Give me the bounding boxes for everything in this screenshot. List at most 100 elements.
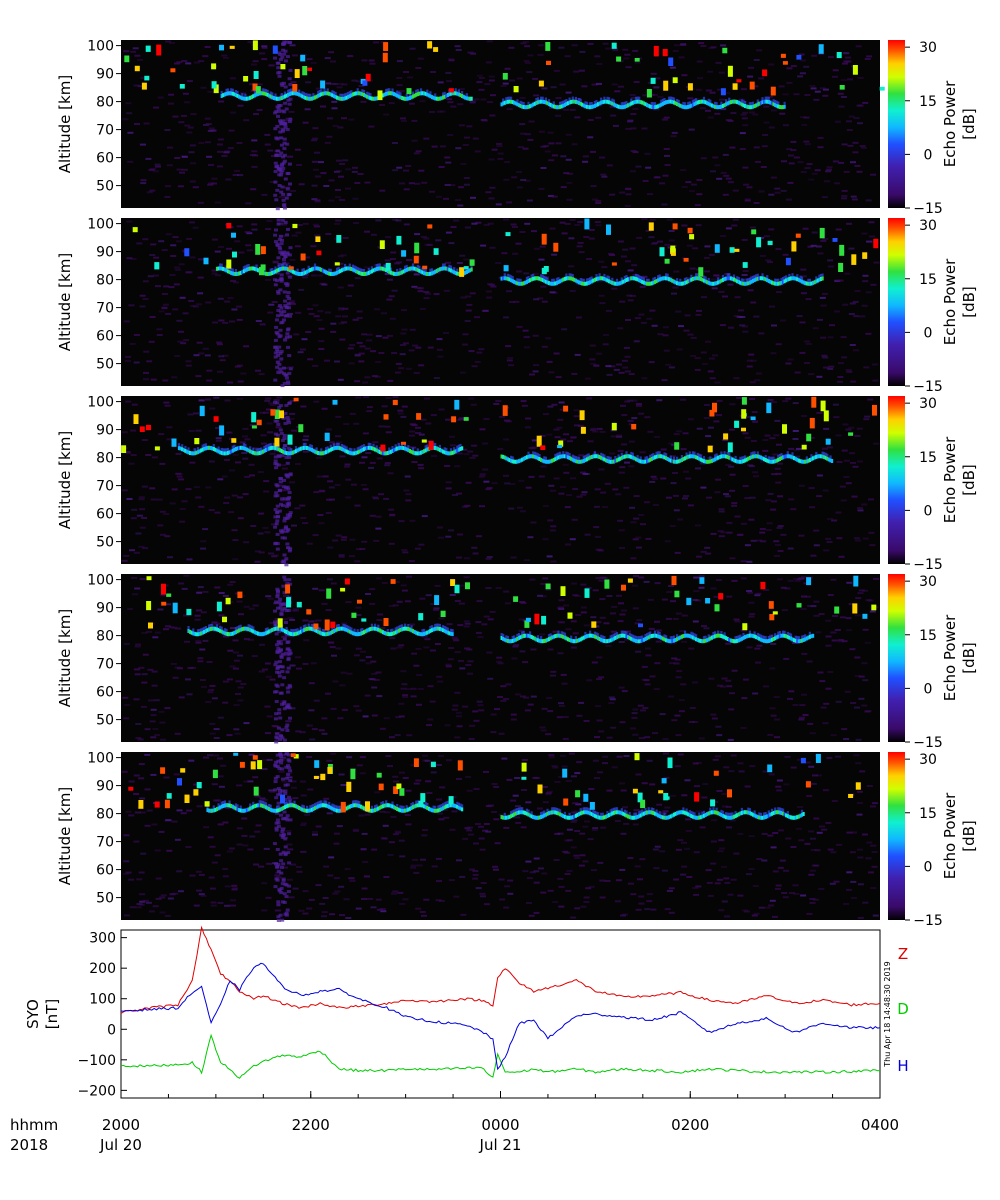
noise-cell: [743, 183, 750, 186]
noise-cell: [665, 363, 672, 366]
noise-cell: [625, 188, 632, 191]
noise-cell: [347, 55, 354, 58]
noise-cell: [198, 258, 204, 261]
noise-cell: [591, 83, 598, 86]
echo-layer-cell: [812, 456, 815, 461]
noise-cell: [163, 628, 169, 631]
noise-cell: [659, 713, 666, 716]
noise-cell: [570, 436, 577, 439]
noise-cell: [524, 346, 530, 349]
noise-cell: [279, 143, 284, 147]
noise-cell: [734, 620, 741, 623]
echo-layer-cell: [503, 455, 506, 460]
noise-cell: [226, 431, 233, 434]
noise-cell: [201, 685, 207, 688]
noise-cell: [232, 639, 239, 642]
noise-cell: [729, 489, 736, 492]
noise-cell: [489, 114, 496, 117]
noise-cell: [429, 700, 436, 703]
noise-cell: [264, 662, 271, 665]
echo-layer-cell: [326, 88, 329, 92]
noise-cell: [531, 230, 537, 233]
noise-cell: [305, 331, 312, 333]
echo-layer-cell: [442, 92, 445, 96]
echo-layer-cell: [707, 280, 710, 285]
echo-layer-cell: [508, 99, 511, 104]
noise-cell: [873, 577, 880, 580]
meteor-echo: [451, 416, 457, 423]
noise-cell: [759, 254, 766, 257]
echo-layer-cell: [633, 456, 636, 461]
noise-cell: [810, 244, 817, 247]
noise-cell: [291, 524, 297, 527]
echo-layer-cell: [524, 456, 527, 460]
echo-layer-cell: [211, 446, 214, 451]
noise-cell: [140, 705, 147, 708]
noise-cell: [546, 555, 553, 558]
noise-cell: [823, 366, 830, 369]
noise-cell: [275, 510, 280, 514]
echo-layer-cell: [293, 91, 296, 96]
echo-layer-cell: [402, 96, 405, 101]
echo-layer-cell: [459, 93, 462, 98]
noise-cell: [139, 305, 146, 308]
noise-cell: [624, 53, 631, 56]
echo-layer-cell: [231, 448, 234, 453]
noise-cell: [834, 279, 841, 282]
echo-layer-cell: [574, 278, 577, 283]
noise-cell: [421, 515, 428, 518]
meteor-echo: [294, 69, 300, 78]
noise-cell: [273, 240, 278, 244]
noise-cell: [313, 400, 320, 403]
noise-cell: [595, 705, 601, 708]
noise-cell: [688, 721, 695, 723]
echo-layer-cell: [500, 102, 503, 107]
noise-cell: [274, 228, 278, 232]
noise-cell: [621, 443, 627, 446]
noise-cell: [392, 218, 399, 221]
noise-cell: [668, 442, 675, 445]
noise-cell: [849, 344, 856, 346]
noise-cell: [715, 579, 722, 582]
echo-layer-cell: [693, 451, 696, 455]
noise-cell: [369, 602, 376, 605]
noise-cell: [217, 716, 224, 719]
echo-layer-cell: [753, 278, 756, 283]
noise-cell: [710, 532, 717, 535]
echo-layer-cell: [688, 101, 691, 105]
echo-layer-cell: [416, 264, 419, 268]
echo-layer-cell: [415, 92, 418, 97]
noise-cell: [846, 581, 853, 584]
noise-cell: [179, 507, 186, 510]
noise-cell: [142, 238, 149, 241]
noise-cell: [864, 415, 871, 418]
noise-cell: [269, 181, 276, 183]
noise-cell: [430, 649, 436, 652]
echo-layer-cell: [234, 447, 238, 451]
echo-layer-cell: [557, 277, 560, 281]
echo-layer-cell: [453, 91, 456, 96]
noise-cell: [753, 475, 760, 478]
noise-cell: [338, 555, 345, 558]
noise-cell: [497, 662, 504, 665]
noise-cell: [400, 670, 407, 673]
noise-cell: [713, 420, 720, 423]
noise-cell: [418, 433, 425, 436]
noise-cell: [480, 98, 487, 101]
echo-layer-cell: [668, 99, 671, 104]
noise-cell: [486, 556, 493, 558]
echo-layer-cell: [465, 93, 468, 97]
noise-cell: [278, 120, 283, 124]
echo-layer-cell: [448, 264, 451, 268]
noise-cell: [569, 108, 576, 111]
noise-cell: [527, 138, 534, 141]
noise-cell: [405, 367, 412, 370]
colorbar-tick-label: 15: [919, 450, 937, 466]
meteor-echo: [229, 45, 235, 49]
noise-cell: [285, 529, 290, 533]
echo-layer-cell: [359, 271, 362, 276]
echo-layer-cell: [212, 444, 215, 447]
noise-cell: [636, 404, 642, 407]
noise-cell: [443, 332, 449, 334]
meteor-echo: [274, 437, 280, 447]
